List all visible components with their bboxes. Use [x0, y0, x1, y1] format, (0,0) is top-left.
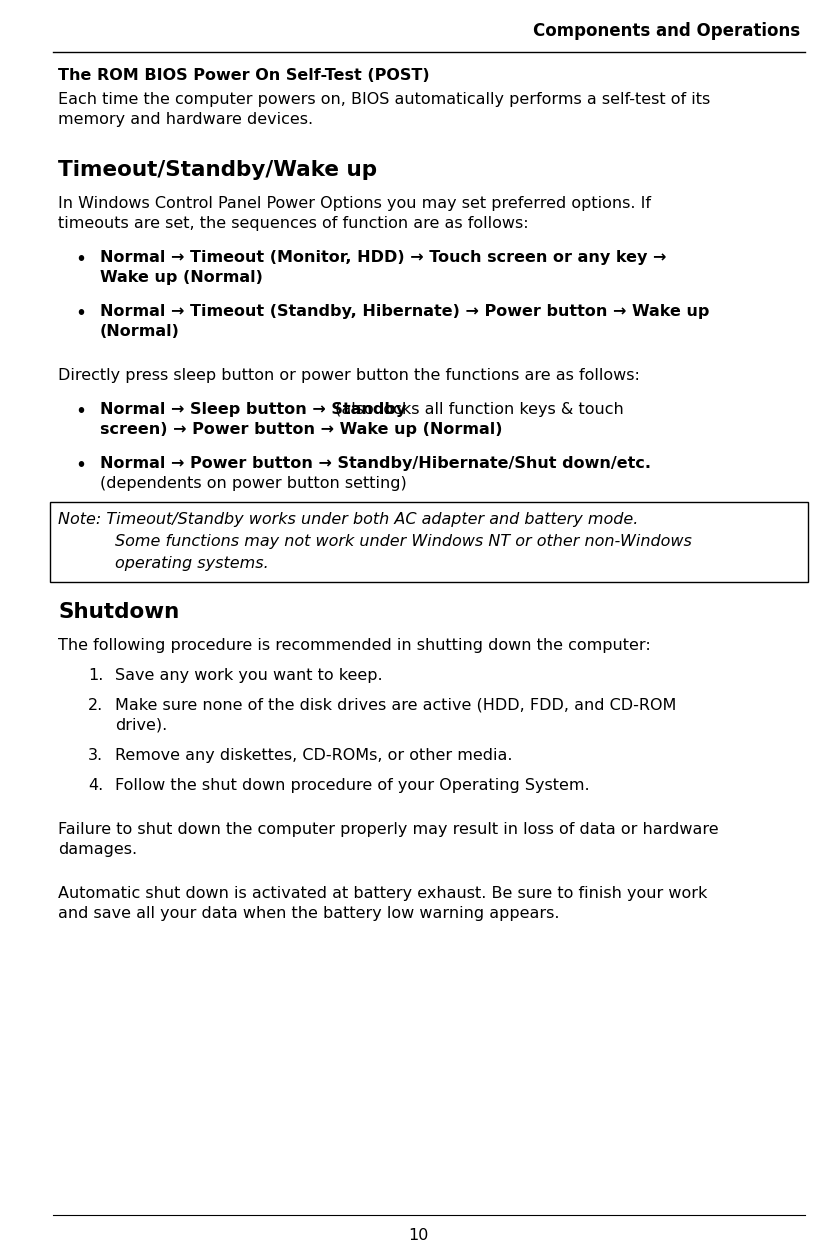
Text: Wake up (Normal): Wake up (Normal): [99, 270, 263, 285]
Text: Save any work you want to keep.: Save any work you want to keep.: [115, 668, 382, 683]
Text: Shutdown: Shutdown: [58, 602, 179, 622]
Text: 10: 10: [408, 1228, 428, 1243]
Text: Timeout/Standby/Wake up: Timeout/Standby/Wake up: [58, 160, 377, 180]
Text: Remove any diskettes, CD-ROMs, or other media.: Remove any diskettes, CD-ROMs, or other …: [115, 748, 512, 763]
Text: •: •: [75, 250, 86, 269]
Text: •: •: [75, 304, 86, 323]
Text: The following procedure is recommended in shutting down the computer:: The following procedure is recommended i…: [58, 638, 650, 653]
Text: Follow the shut down procedure of your Operating System.: Follow the shut down procedure of your O…: [115, 778, 589, 793]
Text: operating systems.: operating systems.: [115, 556, 268, 571]
Text: damages.: damages.: [58, 842, 137, 857]
Text: 4.: 4.: [88, 778, 103, 793]
Text: timeouts are set, the sequences of function are as follows:: timeouts are set, the sequences of funct…: [58, 216, 528, 231]
Text: screen) → Power button → Wake up (Normal): screen) → Power button → Wake up (Normal…: [99, 422, 502, 437]
Text: Some functions may not work under Windows NT or other non-Windows: Some functions may not work under Window…: [115, 535, 691, 550]
Text: drive).: drive).: [115, 718, 167, 733]
Text: Directly press sleep button or power button the functions are as follows:: Directly press sleep button or power but…: [58, 368, 639, 383]
Text: In Windows Control Panel Power Options you may set preferred options. If: In Windows Control Panel Power Options y…: [58, 196, 650, 211]
Text: memory and hardware devices.: memory and hardware devices.: [58, 112, 313, 127]
Text: (dependents on power button setting): (dependents on power button setting): [99, 476, 406, 491]
Text: 3.: 3.: [88, 748, 103, 763]
Text: Normal → Sleep button → Standby: Normal → Sleep button → Standby: [99, 402, 405, 417]
Text: 2.: 2.: [88, 698, 103, 713]
Text: Make sure none of the disk drives are active (HDD, FDD, and CD-ROM: Make sure none of the disk drives are ac…: [115, 698, 675, 713]
Text: and save all your data when the battery low warning appears.: and save all your data when the battery …: [58, 906, 558, 921]
Text: Each time the computer powers on, BIOS automatically performs a self-test of its: Each time the computer powers on, BIOS a…: [58, 92, 710, 107]
Text: Normal → Timeout (Monitor, HDD) → Touch screen or any key →: Normal → Timeout (Monitor, HDD) → Touch …: [99, 250, 665, 265]
Text: Normal → Power button → Standby/Hibernate/Shut down/etc.: Normal → Power button → Standby/Hibernat…: [99, 456, 650, 471]
Text: (also locks all function keys & touch: (also locks all function keys & touch: [329, 402, 623, 417]
Text: •: •: [75, 456, 86, 475]
Text: 1.: 1.: [88, 668, 104, 683]
Text: Failure to shut down the computer properly may result in loss of data or hardwar: Failure to shut down the computer proper…: [58, 822, 718, 837]
Text: (Normal): (Normal): [99, 323, 180, 338]
Text: Normal → Timeout (Standby, Hibernate) → Power button → Wake up: Normal → Timeout (Standby, Hibernate) → …: [99, 304, 709, 318]
Text: •: •: [75, 402, 86, 421]
Text: Components and Operations: Components and Operations: [533, 22, 799, 40]
Text: Automatic shut down is activated at battery exhaust. Be sure to finish your work: Automatic shut down is activated at batt…: [58, 886, 706, 901]
Text: Note: Timeout/Standby works under both AC adapter and battery mode.: Note: Timeout/Standby works under both A…: [58, 512, 638, 527]
Text: The ROM BIOS Power On Self-Test (POST): The ROM BIOS Power On Self-Test (POST): [58, 67, 429, 82]
